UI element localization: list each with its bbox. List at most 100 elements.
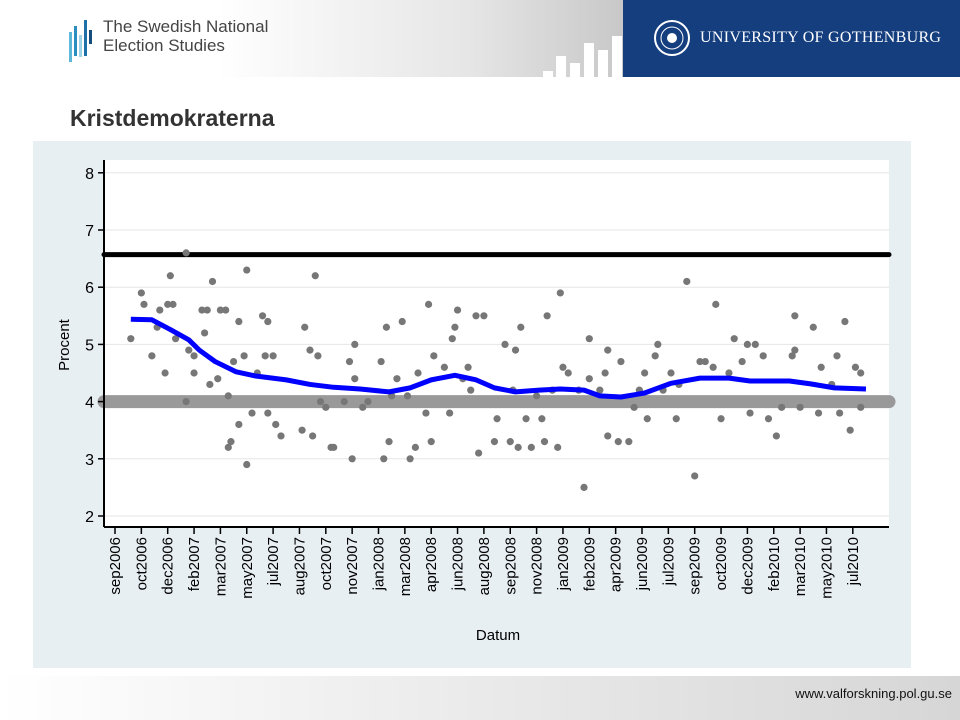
data-point [490, 438, 499, 446]
x-tick-label: sep2006 [107, 537, 124, 595]
data-point [538, 415, 546, 423]
data-point [377, 357, 385, 366]
university-seal-icon [654, 20, 690, 56]
data-point [227, 438, 235, 446]
x-tick-label: jul2010 [845, 537, 862, 586]
data-point [264, 409, 272, 417]
data-point [161, 369, 169, 377]
y-tick-label: 6 [85, 280, 94, 297]
data-point [380, 455, 388, 463]
data-point [185, 346, 193, 354]
data-point [841, 317, 849, 326]
data-point [809, 323, 817, 331]
x-tick-label: sep2008 [502, 537, 519, 595]
data-point [846, 426, 854, 434]
university-name: UNIVERSITY OF GOTHENBURG [700, 29, 942, 46]
data-point [316, 398, 325, 406]
data-point [691, 472, 699, 480]
x-tick-label: sep2009 [687, 537, 704, 595]
y-tick-label: 2 [85, 509, 94, 526]
data-point [641, 369, 649, 377]
data-point [493, 415, 501, 423]
data-point [556, 289, 564, 297]
data-point [585, 335, 593, 343]
data-point [340, 398, 348, 406]
data-point [604, 346, 612, 354]
data-point [743, 340, 752, 348]
x-tick-label: oct2007 [318, 537, 335, 590]
data-point [857, 403, 865, 411]
data-point [667, 369, 675, 377]
data-point [851, 363, 860, 371]
data-point [836, 409, 844, 417]
data-point [440, 363, 448, 371]
x-tick-label: dec2006 [160, 537, 177, 595]
data-point [585, 375, 593, 383]
data-point [222, 306, 230, 314]
data-point [190, 352, 198, 360]
data-point [414, 369, 422, 377]
data-point [517, 323, 525, 331]
data-point [467, 386, 475, 394]
data-point [601, 369, 609, 377]
x-tick-label: oct2006 [133, 537, 150, 590]
data-point [643, 415, 651, 423]
data-point [156, 306, 164, 314]
header-banner: The Swedish National Election Studies [0, 0, 623, 77]
data-point [203, 306, 211, 314]
footer-url[interactable]: www.valforskning.pol.gu.se [795, 686, 952, 701]
data-point [712, 300, 720, 308]
data-point [430, 352, 438, 360]
data-point [216, 306, 224, 314]
page-title: Kristdemokraterna [70, 105, 275, 131]
data-point [322, 403, 330, 411]
data-point [127, 335, 135, 343]
data-point [604, 432, 612, 440]
data-point [229, 357, 238, 366]
data-point [182, 249, 190, 257]
org-name-line1: The Swedish National [103, 17, 269, 36]
data-point [190, 369, 198, 377]
data-point [243, 266, 251, 274]
data-point [240, 352, 248, 360]
data-point [533, 392, 541, 400]
footer: www.valforskning.pol.gu.se [0, 676, 960, 720]
data-point [506, 438, 514, 446]
data-point [759, 352, 767, 360]
data-point [351, 340, 359, 348]
data-point [172, 335, 180, 343]
x-tick-label: feb2010 [766, 537, 783, 591]
data-point [791, 346, 799, 354]
data-point [554, 443, 562, 451]
x-tick-label: aug2008 [476, 537, 493, 595]
data-point [214, 375, 222, 383]
data-point [857, 369, 865, 377]
data-point [224, 392, 232, 400]
data-point [617, 357, 625, 366]
data-point [564, 369, 572, 377]
data-point [817, 363, 825, 371]
chart-panel: 2 3 4 5 6 7 8 sep2006 oct2006 dec2006 feb2007 mar2… [33, 141, 911, 668]
data-point [453, 306, 462, 314]
data-point [475, 449, 483, 457]
data-point [833, 352, 841, 360]
data-point [140, 300, 148, 308]
data-point [261, 352, 269, 360]
x-tick-label: feb2009 [581, 537, 598, 591]
data-point [746, 409, 754, 417]
data-point [796, 403, 804, 411]
data-point [448, 335, 456, 343]
data-point [451, 323, 459, 331]
data-point [472, 312, 480, 320]
x-tick-label: jul2009 [660, 537, 677, 586]
data-point [511, 346, 520, 354]
x-tick-label: jan2008 [371, 537, 388, 591]
data-point [522, 415, 530, 423]
data-point [738, 357, 746, 366]
data-point [224, 443, 232, 451]
x-tick-label: feb2007 [186, 537, 203, 591]
y-tick-label: 3 [85, 452, 94, 469]
data-point [696, 357, 704, 366]
data-point [427, 438, 435, 446]
university-banner [623, 0, 960, 77]
